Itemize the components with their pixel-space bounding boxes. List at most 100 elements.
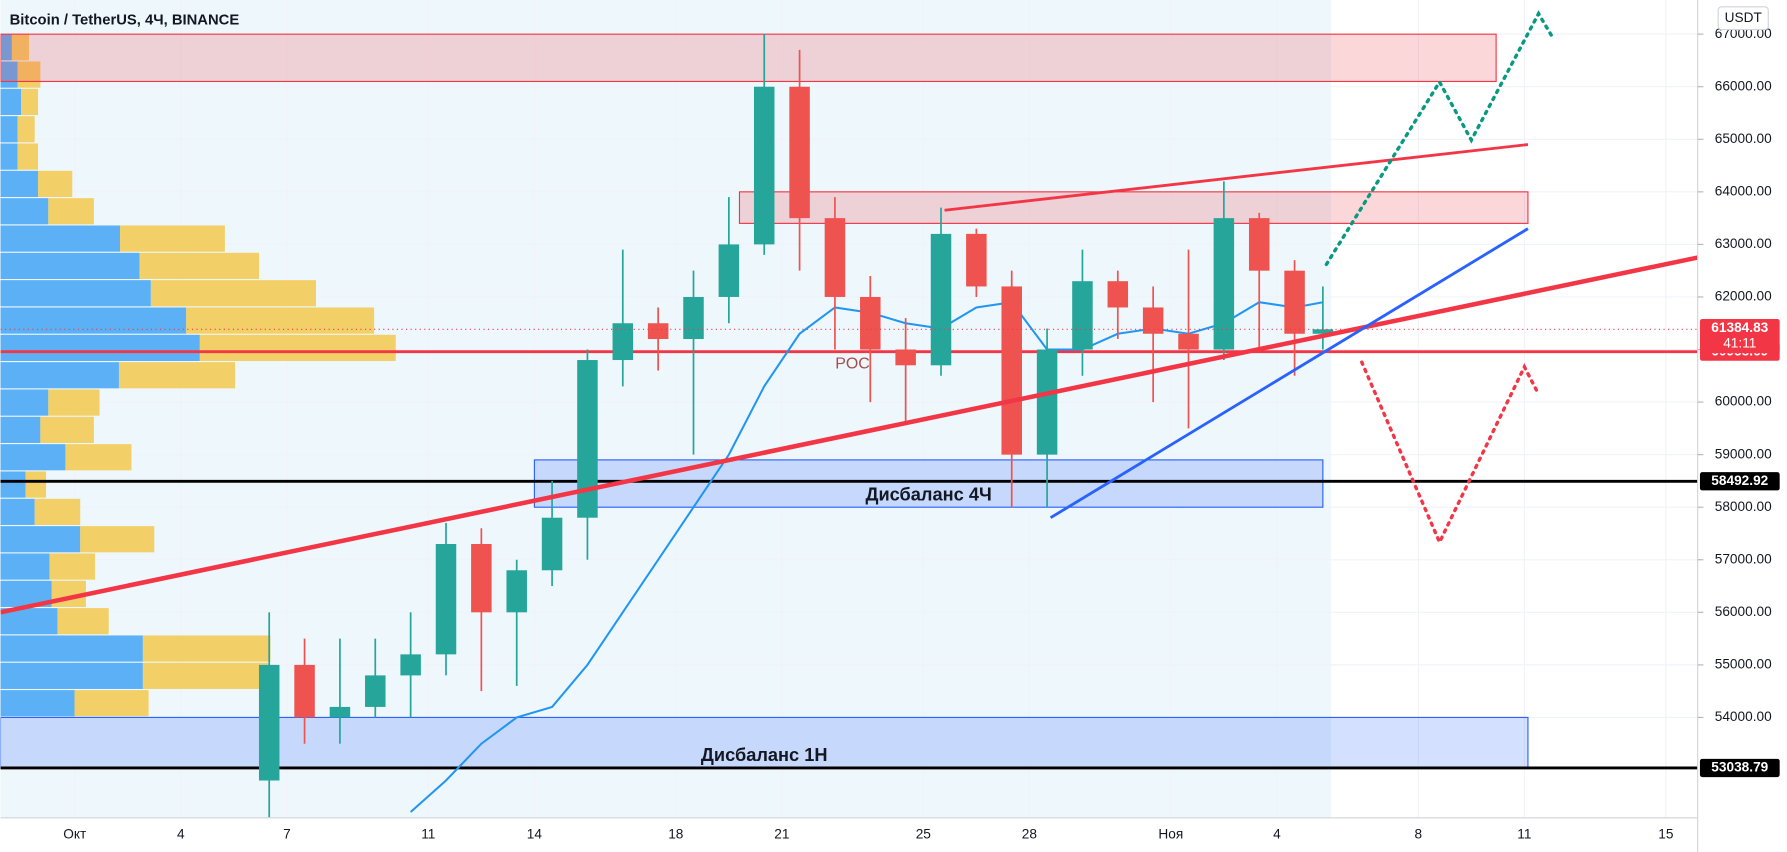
chart-title: Bitcoin / TetherUS, 4Ч, BINANCE [10,12,240,28]
profile-sell [186,307,375,334]
candle-body [541,517,563,571]
axes: 54000.00 55000.00 56000.00 57000.00 58000.00… [63,26,1780,842]
candle-body [294,664,315,718]
candle-body [860,296,881,350]
trend-line [944,143,1529,212]
x-tick-label: 21 [774,827,789,842]
x-tick-label: 25 [916,827,932,842]
x-tick-label: 28 [1022,827,1037,842]
profile-buy [0,88,21,116]
candle-body [789,86,810,219]
currency-box[interactable] [1717,6,1769,31]
candle-body [1107,281,1129,308]
candle-body [1213,218,1235,350]
profile-buy [0,444,66,471]
plot: Дисбаланс 4Ч Дисбаланс 1Н POC [0,0,1698,818]
profile-sell [120,225,225,252]
profile-sell [80,526,155,553]
candle-body [718,244,740,297]
candle-body [753,86,775,245]
x-tick-label: Ноя [1158,827,1183,842]
profile-buy [0,225,121,252]
candle-body [1284,270,1305,334]
x-tick-label: Окт [63,827,87,842]
profile-sell [150,280,317,307]
profile-buy [0,280,151,307]
profile-buy [0,307,187,334]
zone-label: Дисбаланс 1Н [701,745,828,765]
profile-sell [65,444,132,471]
x-tick-label: 4 [177,827,185,842]
profile-sell [142,662,269,689]
y-tick-label: 62000.00 [1715,289,1772,304]
level-label: 58492.92 [1711,473,1768,488]
profile-buy [0,553,50,580]
x-tick-label: 18 [668,827,683,842]
y-tick-label: 57000.00 [1715,551,1772,566]
poc-label: POC [835,356,870,373]
candle-body [471,543,492,613]
y-tick-label: 59000.00 [1715,446,1772,461]
candle-body [612,323,634,361]
projection [1324,10,1555,267]
candle-body [435,543,457,655]
profile-buy [0,198,49,225]
zone [0,33,1497,83]
currency[interactable]: USDT [1725,10,1763,25]
projection [1360,360,1541,547]
candle-body [1312,329,1334,334]
profile-buy [0,389,49,416]
candle-body [258,664,280,781]
candle-body [966,233,987,287]
y-tick-label: 63000.00 [1715,236,1772,251]
level-label: 53038.79 [1711,760,1768,775]
profile-sell [40,416,94,443]
profile-sell [11,34,29,61]
x-tick-label: 7 [283,827,291,842]
profile-sell [139,252,260,280]
candle-body [577,360,598,518]
y-tick-label: 56000.00 [1715,604,1772,619]
profile-buy [0,334,200,361]
profile-buy [0,116,18,143]
candle-body [1036,349,1058,455]
profile-sell [34,498,81,525]
profile-sell [74,690,149,717]
y-tick-label: 55000.00 [1715,656,1772,671]
zone [533,459,1324,508]
x-tick-label: 15 [1658,827,1674,842]
trend-line [0,255,1698,615]
candle-body [683,296,704,340]
countdown: 41:11 [1723,336,1756,351]
candle-body [400,654,421,676]
zone [0,716,1529,768]
y-tick-label: 66000.00 [1715,78,1772,93]
y-tick-label: 64000.00 [1715,183,1772,198]
profile-sell [142,635,271,662]
profile-buy [0,170,39,198]
candle-body [1142,307,1164,334]
profile-buy [0,662,143,689]
profile-buy [0,362,119,389]
candle-body [647,323,669,340]
candle-body [895,349,916,366]
y-tick-label: 65000.00 [1715,131,1772,146]
y-tick-label: 58000.00 [1715,499,1772,514]
profile-sell [199,334,396,361]
profile-buy [0,143,18,170]
candle-body [1072,281,1093,350]
level-tag [1699,472,1780,491]
profile-buy [0,635,143,662]
profile-buy [0,252,140,280]
session-shade [0,0,1331,818]
profile-sell [48,198,94,225]
profile-sell [118,362,236,389]
zone [738,191,1529,224]
candle-body [1001,286,1022,455]
candle-body [506,570,527,613]
x-tick-label: 4 [1273,827,1281,842]
x-tick-label: 11 [421,827,435,842]
profile-sell [57,608,109,635]
x-tick-label: 11 [1517,827,1531,842]
